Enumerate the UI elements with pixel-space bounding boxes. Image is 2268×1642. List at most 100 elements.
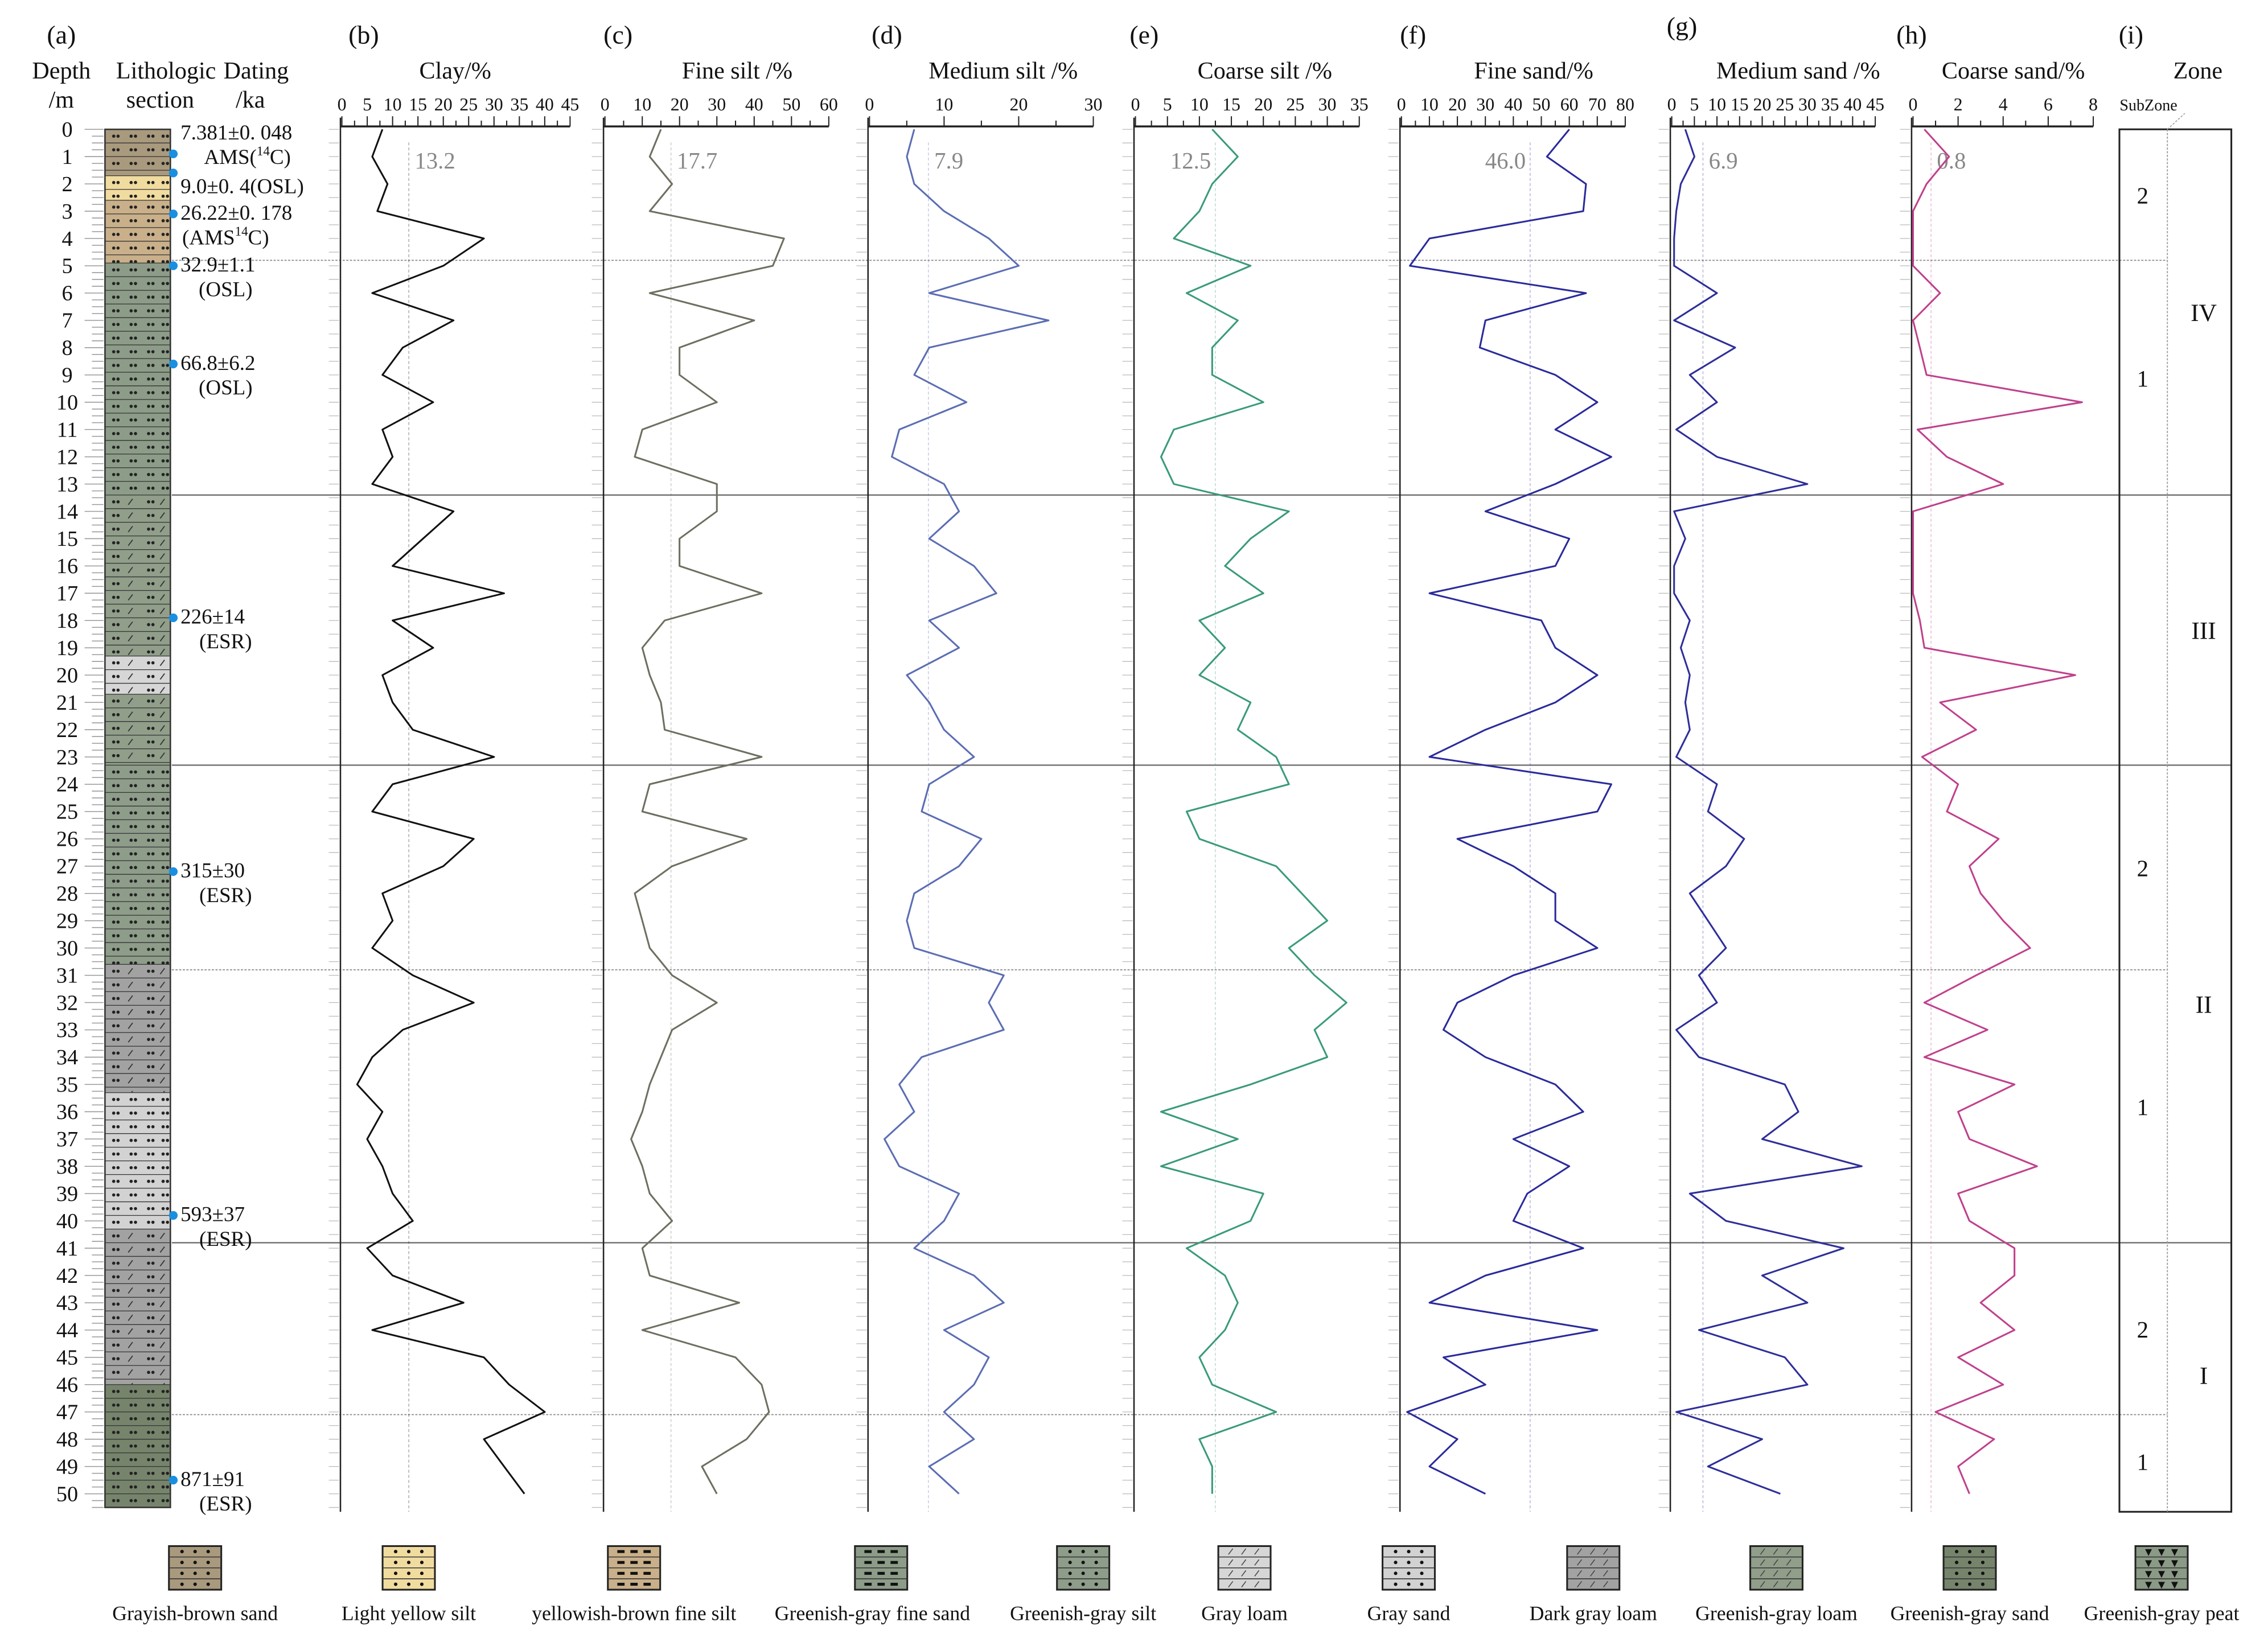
swatch-mark <box>890 1561 898 1564</box>
grain-dot <box>112 1111 116 1115</box>
swatch-mark <box>1786 1581 1792 1588</box>
loam-mark <box>128 553 133 560</box>
swatch-mark <box>1094 1561 1098 1565</box>
grain-dot <box>161 486 165 490</box>
loam-mark <box>159 566 165 574</box>
grain-dot <box>129 134 133 138</box>
grain-dot <box>161 797 165 801</box>
grain-dot <box>151 983 155 987</box>
grain-dot <box>116 309 120 312</box>
legend-item: Dark gray loam <box>1530 1545 1657 1625</box>
swatch-mark <box>206 1550 210 1554</box>
x-tick-label: 15 <box>1731 94 1749 114</box>
grain-dot <box>151 893 155 896</box>
grain-dot <box>147 323 150 326</box>
grain-dot <box>116 1234 120 1238</box>
swatch-mark <box>890 1550 898 1553</box>
x-tick-label: 30 <box>1084 94 1103 114</box>
grain-dot <box>116 893 120 896</box>
loam-mark <box>128 1022 133 1029</box>
grain-dot <box>147 713 150 717</box>
swatch-mark <box>1094 1550 1098 1554</box>
grain-dot <box>116 582 120 586</box>
grain-dot <box>161 1389 165 1393</box>
swatch-mark <box>630 1550 638 1553</box>
grain-dot <box>129 472 133 476</box>
grain-dot <box>151 1193 155 1197</box>
grain-dot <box>147 838 150 842</box>
panel-letter: (h) <box>1896 20 1927 50</box>
grain-dot <box>147 1125 150 1129</box>
grain-dot <box>147 148 150 152</box>
grain-dot <box>151 194 155 198</box>
grain-dot <box>166 350 169 353</box>
grain-dot <box>134 825 137 829</box>
grain-dot <box>166 1111 169 1115</box>
mean-value-label: 46.0 <box>1485 148 1526 174</box>
grain-dot <box>112 1065 116 1069</box>
grain-dot <box>129 1152 133 1156</box>
grain-dot <box>112 1125 116 1129</box>
grain-dot <box>166 418 169 422</box>
grain-dot <box>116 1038 120 1042</box>
grain-dot <box>166 233 169 236</box>
grain-dot <box>151 336 155 340</box>
mean-value-label: 0.8 <box>1937 148 1966 174</box>
subzone-label: 1 <box>2137 1449 2148 1475</box>
grain-dot <box>151 661 155 665</box>
swatch-mark <box>1394 1571 1398 1575</box>
lithology-layer <box>105 1229 171 1385</box>
grain-dot <box>151 268 155 271</box>
depth-label: 37 <box>56 1127 78 1151</box>
grain-dot <box>147 1499 150 1503</box>
loam-mark <box>159 539 165 546</box>
depth-label: 38 <box>56 1155 78 1179</box>
grain-dot <box>151 1179 155 1183</box>
grain-dot <box>112 969 116 973</box>
grain-dot <box>112 194 116 198</box>
grain-dot <box>147 1248 150 1252</box>
peat-mark-icon: ▼ <box>2169 1557 2180 1570</box>
legend-item: Greenish-gray sand <box>1891 1545 2049 1625</box>
zone-header: Zone <box>2174 57 2223 84</box>
grain-dot <box>116 1316 120 1320</box>
grain-dot <box>151 219 155 223</box>
grain-dot <box>161 459 165 463</box>
depth-label: 19 <box>56 636 78 660</box>
grain-dot <box>112 866 116 870</box>
grain-dot <box>112 1302 116 1306</box>
grain-dot <box>147 205 150 209</box>
grain-dot <box>112 246 116 250</box>
peat-mark-icon: ▼ <box>2143 1568 2154 1581</box>
grain-dot <box>166 811 169 815</box>
grain-dot <box>112 1024 116 1028</box>
grain-dot <box>161 1207 165 1211</box>
swatch-mark <box>1241 1548 1247 1555</box>
grain-dot <box>112 446 116 449</box>
grain-dot <box>166 194 169 198</box>
date-method: (ESR) <box>199 630 252 653</box>
grain-dot <box>116 364 120 367</box>
grain-dot <box>116 1389 120 1393</box>
grain-dot <box>147 920 150 924</box>
swatch-mark <box>1081 1561 1085 1565</box>
date-value: 226±14 <box>180 606 245 629</box>
date-sample-marker <box>169 613 178 623</box>
grain-dot <box>112 233 116 236</box>
grain-dot <box>134 1179 137 1183</box>
grain-dot <box>112 920 116 924</box>
grain-dot <box>134 391 137 394</box>
dating-unit: /ka <box>236 87 265 113</box>
grain-dot <box>116 205 120 209</box>
loam-mark <box>128 1246 133 1253</box>
grain-dot <box>147 446 150 449</box>
grain-dot <box>129 1125 133 1129</box>
swatch-mark <box>890 1571 898 1575</box>
grain-dot <box>116 770 120 774</box>
grain-dot <box>151 1051 155 1055</box>
loam-mark <box>159 1369 165 1376</box>
grain-dot <box>129 1166 133 1170</box>
grain-dot <box>112 377 116 381</box>
grain-dot <box>166 797 169 801</box>
